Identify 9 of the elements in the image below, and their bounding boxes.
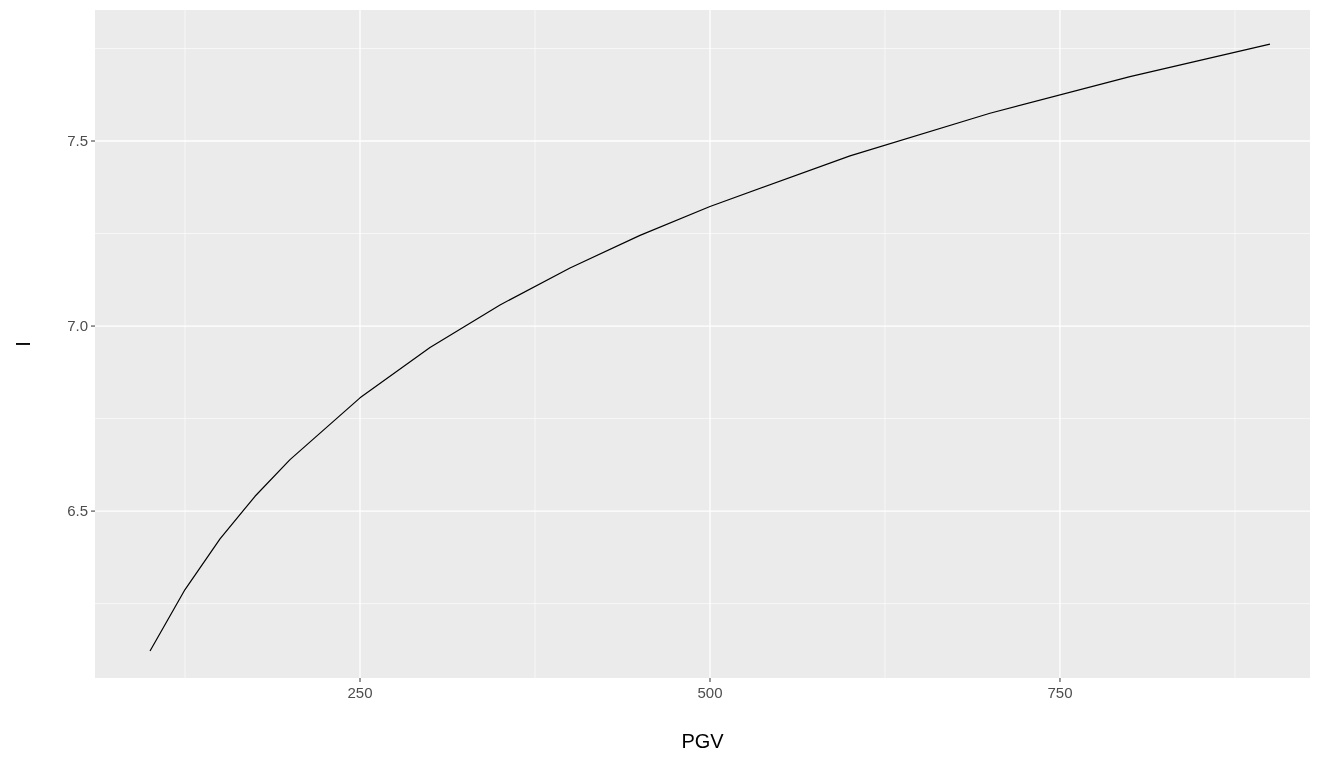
line-series	[149, 43, 1271, 652]
y-axis-title: I	[12, 341, 34, 347]
x-tick-label: 250	[347, 684, 373, 701]
x-tick-label: 500	[697, 684, 723, 701]
x-axis-title: PGV	[681, 730, 725, 752]
x-tick-label: 750	[1047, 684, 1073, 701]
y-tick-label: 6.5	[67, 502, 88, 520]
y-tick-label: 7.5	[67, 132, 88, 150]
y-tick-label: 7.0	[67, 317, 88, 335]
